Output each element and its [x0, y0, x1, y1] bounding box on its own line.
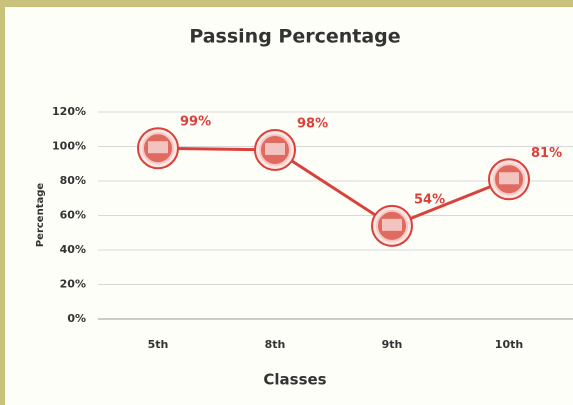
x-tick-label: 8th [265, 338, 286, 351]
y-tick-label: 100% [52, 140, 86, 153]
marker [488, 158, 530, 201]
y-tick-label: 120% [52, 105, 86, 118]
data-label: 99% [180, 115, 211, 130]
data-label: 54% [414, 192, 445, 207]
marker-logo [265, 142, 285, 155]
marker-logo [499, 172, 519, 185]
marker-logo [148, 141, 168, 154]
x-tick-label: 9th [382, 338, 403, 351]
x-axis-label: Classes [263, 371, 326, 389]
marker [371, 204, 413, 247]
data-label: 81% [531, 146, 562, 161]
x-tick-label: 5th [148, 338, 169, 351]
x-tick-label: 10th [495, 338, 523, 351]
left-border [0, 0, 5, 405]
data-label: 98% [297, 116, 328, 131]
line [157, 146, 510, 228]
marker [254, 128, 296, 171]
marker [137, 127, 179, 170]
y-tick-label: 60% [60, 209, 86, 222]
chart-title: Passing Percentage [189, 26, 400, 48]
y-axis-label: Percentage [35, 183, 46, 248]
marker-logo [382, 218, 402, 231]
y-tick-label: 0% [67, 312, 86, 325]
y-tick-label: 40% [60, 243, 86, 256]
y-tick-label: 80% [60, 174, 86, 187]
top-border [0, 0, 573, 7]
y-tick-label: 20% [60, 278, 86, 291]
